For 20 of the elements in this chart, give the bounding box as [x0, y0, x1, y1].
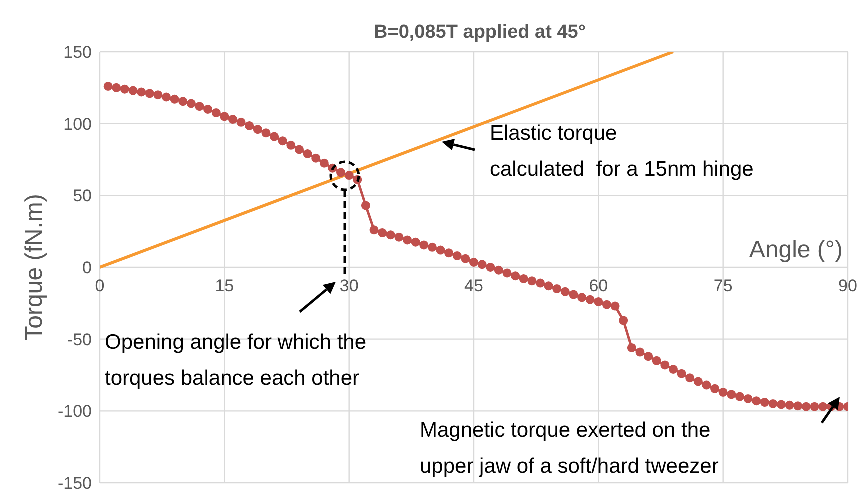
x-tick-label: 45: [464, 276, 484, 296]
y-tick-label: 150: [64, 43, 92, 62]
x-tick-label: 75: [714, 276, 733, 296]
x-axis-title: Angle (°): [749, 236, 843, 264]
y-axis-title: Torque (fN.m): [21, 194, 48, 341]
annotation: Elastic torque calculated for a 15nm hinge: [490, 122, 754, 181]
y-tick-label: -150: [58, 474, 92, 493]
y-tick-label: 0: [82, 258, 92, 278]
x-tick-label: 0: [95, 276, 105, 296]
y-tick-label: -50: [67, 330, 92, 350]
annotation: Magnetic torque exerted on the upper jaw of a soft/hard tweezer: [420, 419, 719, 478]
x-tick-label: 15: [215, 276, 234, 296]
y-tick-label: -100: [58, 402, 92, 422]
x-tick-label: 30: [340, 276, 359, 296]
x-tick-label: 60: [589, 276, 608, 296]
x-tick-label: 90: [838, 276, 858, 296]
annotation: Opening angle for which the torques balance each other: [105, 331, 367, 390]
chart-title: B=0,085T applied at 45°: [374, 22, 586, 43]
y-tick-label: 100: [64, 114, 92, 134]
y-tick-label: 50: [73, 186, 92, 206]
